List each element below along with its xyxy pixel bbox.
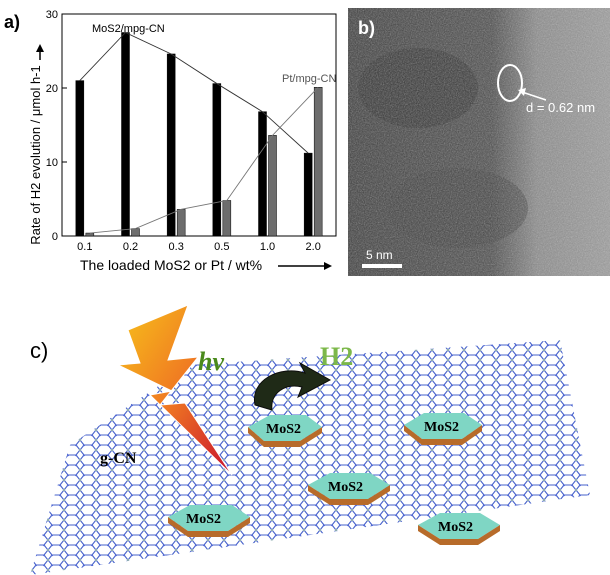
y-tick-label: 10: [46, 157, 58, 169]
plot-frame: [61, 13, 337, 237]
mos2-label-2: MoS2: [424, 420, 459, 435]
lattice-circle: [497, 64, 523, 102]
mos2-label-3: MoS2: [328, 480, 363, 495]
bar-pt-0.2: [131, 228, 140, 237]
bar-mos2-0.1: [75, 80, 85, 237]
y-tick-label: 30: [46, 9, 58, 21]
lightning-bolt-icon: [116, 304, 233, 476]
chart-axes: [61, 13, 337, 237]
mos2-platelet-2: [404, 413, 482, 445]
bar-chart: 0 10 20 30 0.1 0.2 0.3 0.5 1.0 2.0 Rate of H2 evo…: [28, 9, 337, 273]
trend-line-mos2: [79, 31, 309, 154]
bar-mos2-0.2: [121, 32, 130, 237]
bar-mos2-0.3: [166, 53, 176, 237]
x-tick-label: 2.0: [306, 241, 321, 253]
scale-bar-label: 5 nm: [366, 248, 393, 262]
chart-ticks: 0 10 20 30 0.1 0.2 0.3 0.5 1.0 2.0: [46, 9, 321, 253]
bar-pt-1.0: [268, 135, 277, 237]
x-axis-label: The loaded MoS2 or Pt / wt%: [80, 257, 262, 273]
mos2-series-annotation: MoS2/mpg-CN: [92, 23, 165, 35]
d-spacing-label: d = 0.62 nm: [526, 100, 596, 115]
pt-series-annotation: Pt/mpg-CN: [282, 73, 336, 85]
arrow-icon: [518, 88, 526, 96]
scale-bar: [362, 264, 402, 268]
panel-c-label: c): [30, 338, 49, 363]
bar-mos2-0.5: [212, 83, 222, 237]
y-tick-label: 20: [46, 83, 58, 95]
y-tick-label: 0: [52, 231, 58, 243]
gcn-label: g-CN: [100, 450, 137, 467]
tem-image: b) d = 0.62 nm 5 nm: [348, 8, 610, 276]
panel-a-label: a): [4, 12, 21, 32]
photocatalysis-scheme: MoS2 MoS2 MoS2 MoS2 MoS2 hv H2 g-CN: [30, 304, 590, 575]
bar-pt-2.0: [313, 87, 323, 237]
bar-pt-0.1: [85, 232, 95, 237]
x-tick-label: 0.2: [123, 241, 138, 253]
bar-pt-0.3: [176, 209, 186, 237]
x-tick-label: 0.5: [214, 241, 229, 253]
mos2-label-1: MoS2: [266, 422, 301, 437]
bar-mos2-1.0: [258, 111, 267, 237]
panel-b-label: b): [358, 18, 375, 38]
trend-line-pt: [89, 86, 319, 234]
curved-arrow-icon: [254, 361, 332, 411]
bar-mos2-2.0: [303, 152, 313, 237]
y-axis-arrow-icon: [36, 44, 44, 52]
bar-pt-0.5: [222, 200, 232, 237]
x-tick-label: 0.3: [169, 241, 184, 253]
mos2-platelet-1: [248, 415, 322, 447]
x-tick-label: 0.1: [77, 241, 92, 253]
hv-label: hv: [198, 347, 224, 376]
h2-label: H2: [320, 342, 353, 371]
mos2-platelet-4: [168, 505, 250, 537]
tem-texture: [348, 8, 610, 276]
y-axis-label: Rate of H2 evolution / μmol h-1: [28, 65, 43, 244]
chart-trend-lines: [79, 31, 319, 234]
x-tick-label: 1.0: [260, 241, 275, 253]
mos2-label-4: MoS2: [186, 512, 221, 527]
mos2-platelet-3: [308, 473, 390, 505]
mos2-platelet-5: [418, 513, 500, 545]
mos2-label-5: MoS2: [438, 520, 473, 535]
